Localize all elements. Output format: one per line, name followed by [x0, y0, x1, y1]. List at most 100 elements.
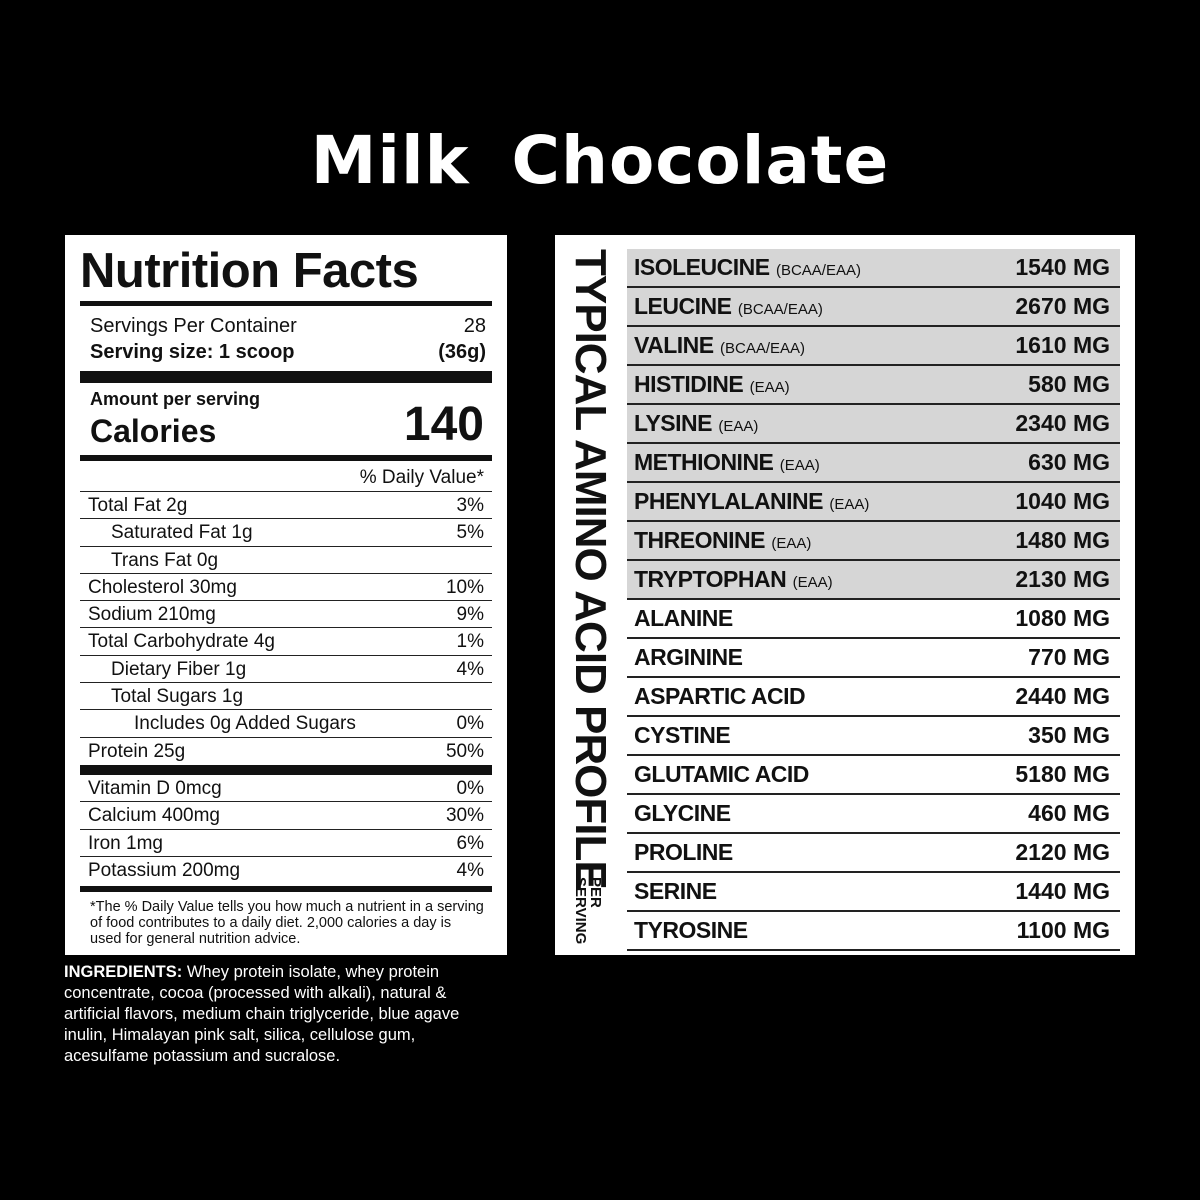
amino-row: ISOLEUCINE (BCAA/EAA) 1540 MG	[627, 249, 1120, 288]
amino-row: ALANINE 1080 MG	[627, 600, 1120, 639]
nutrient-label: Sodium 210mg	[88, 604, 216, 626]
nutrient-row: Total Fat 2g 3%	[80, 492, 492, 520]
amino-row: METHIONINE (EAA) 630 MG	[627, 444, 1120, 483]
servings-label: Servings Per Container	[90, 315, 297, 337]
vitamin-dv: 4%	[456, 859, 484, 881]
nutrient-label: Trans Fat 0g	[111, 549, 219, 571]
serving-size-value: (36g)	[438, 341, 486, 363]
ingredients-text: Whey protein isolate, whey protein conce…	[64, 963, 460, 1065]
nutrient-row: Total Carbohydrate 4g 1%	[80, 628, 492, 656]
amino-name: PROLINE	[634, 839, 733, 865]
flavor-title: Milk Chocolate	[310, 122, 890, 199]
vitamin-label: Potassium 200mg	[88, 859, 241, 881]
amino-row: TYROSINE 1100 MG	[627, 912, 1120, 951]
amino-row: ARGININE 770 MG	[627, 639, 1120, 678]
amino-value: 2120 MG	[1015, 839, 1110, 865]
amino-tag: (EAA)	[718, 418, 759, 435]
nutrient-dv: 50%	[445, 740, 484, 762]
nutrient-label: Includes 0g Added Sugars	[134, 713, 356, 735]
amino-name: GLUTAMIC ACID	[634, 761, 809, 787]
amino-name: HISTIDINE	[634, 371, 744, 397]
amino-title: TYPICAL AMINO ACID PROFILE	[566, 249, 615, 889]
nutrition-facts-panel: Nutrition Facts Servings Per Container 2…	[65, 235, 507, 955]
amino-name: ALANINE	[634, 605, 733, 631]
nutrient-dv: 9%	[456, 604, 484, 626]
nutrient-row: Cholesterol 30mg 10%	[80, 574, 492, 602]
amino-name: TYROSINE	[634, 917, 748, 943]
ingredients-label: INGREDIENTS:	[64, 963, 183, 981]
amino-value: 350 MG	[1028, 722, 1110, 748]
per-serving-label: PER SERVING	[572, 877, 604, 945]
nutrition-heading: Nutrition Facts	[80, 244, 419, 298]
vitamin-dv: 6%	[456, 832, 484, 854]
amino-table: ISOLEUCINE (BCAA/EAA) 1540 MG LEUCINE (BCA…	[627, 249, 1120, 951]
vitamin-dv: 30%	[445, 805, 484, 827]
vitamin-label: Vitamin D 0mcg	[88, 777, 222, 799]
vitamin-label: Iron 1mg	[88, 832, 163, 854]
amino-row: THREONINE (EAA) 1480 MG	[627, 522, 1120, 561]
vitamin-row: Vitamin D 0mcg 0%	[80, 775, 492, 803]
nutrient-row: Trans Fat 0g	[80, 547, 492, 574]
nutrient-dv: 1%	[456, 631, 484, 653]
amino-name: ASPARTIC ACID	[634, 683, 806, 709]
amino-value: 1100 MG	[1016, 917, 1110, 943]
amino-value: 1610 MG	[1015, 332, 1110, 358]
amino-value: 580 MG	[1028, 371, 1110, 397]
amino-value: 1440 MG	[1015, 878, 1110, 904]
servings-value: 28	[463, 315, 486, 337]
vitamin-row: Calcium 400mg 30%	[80, 802, 492, 830]
amino-name: ARGININE	[634, 644, 743, 670]
amino-row: PROLINE 2120 MG	[627, 834, 1120, 873]
ingredients: INGREDIENTS: Whey protein isolate, whey …	[64, 962, 504, 1067]
footnote: *The % Daily Value tells you how much a …	[90, 899, 484, 948]
amino-row: ASPARTIC ACID 2440 MG	[627, 678, 1120, 717]
amino-name: SERINE	[634, 878, 717, 904]
amino-value: 2340 MG	[1015, 410, 1110, 436]
amino-name: GLYCINE	[634, 800, 731, 826]
amino-value: 1540 MG	[1015, 254, 1110, 280]
amino-row: PHENYLALANINE (EAA) 1040 MG	[627, 483, 1120, 522]
amino-row: LEUCINE (BCAA/EAA) 2670 MG	[627, 288, 1120, 327]
amino-value: 5180 MG	[1015, 761, 1110, 787]
nutrient-row: Includes 0g Added Sugars 0%	[80, 710, 492, 738]
nutrient-label: Total Fat 2g	[88, 495, 188, 516]
amino-tag: (BCAA/EAA)	[737, 301, 823, 318]
amino-acid-panel: TYPICAL AMINO ACID PROFILE PER SERVING I…	[555, 235, 1135, 955]
nutrient-label: Saturated Fat 1g	[111, 522, 253, 544]
amino-row: VALINE (BCAA/EAA) 1610 MG	[627, 327, 1120, 366]
nutrient-row: Dietary Fiber 1g 4%	[80, 656, 492, 684]
amino-value: 770 MG	[1028, 644, 1110, 670]
amount-label: Amount per serving	[90, 389, 261, 409]
vitamin-row: Potassium 200mg 4%	[80, 857, 492, 884]
amino-tag: (BCAA/EAA)	[775, 262, 861, 279]
amino-name: TRYPTOPHAN	[634, 566, 787, 592]
serving-size-label: Serving size: 1 scoop	[90, 341, 295, 363]
nutrient-dv: 10%	[445, 576, 484, 598]
amino-tag: (BCAA/EAA)	[720, 340, 806, 357]
amino-value: 1080 MG	[1015, 605, 1110, 631]
nutrient-row: Sodium 210mg 9%	[80, 601, 492, 629]
amino-row: SERINE 1440 MG	[627, 873, 1120, 912]
amino-tag: (EAA)	[829, 496, 870, 513]
nutrient-row: Total Sugars 1g	[80, 683, 492, 711]
amino-value: 1040 MG	[1015, 488, 1110, 514]
amino-row: TRYPTOPHAN (EAA) 2130 MG	[627, 561, 1120, 600]
nutrient-dv: 5%	[456, 522, 484, 544]
amino-name: METHIONINE	[634, 449, 774, 475]
nutrient-label: Protein 25g	[88, 740, 186, 762]
daily-value-header: % Daily Value*	[80, 461, 492, 492]
amino-tag: (EAA)	[771, 535, 812, 552]
nutrient-dv: 4%	[456, 658, 484, 680]
vitamin-dv: 0%	[456, 777, 484, 799]
nutrient-dv: 3%	[456, 495, 484, 516]
amino-row: CYSTINE 350 MG	[627, 717, 1120, 756]
amino-name: ISOLEUCINE	[634, 254, 770, 280]
amino-name: LEUCINE	[634, 293, 732, 319]
amino-row: LYSINE (EAA) 2340 MG	[627, 405, 1120, 444]
amino-value: 630 MG	[1028, 449, 1110, 475]
nutrient-label: Total Sugars 1g	[111, 686, 244, 708]
amino-value: 2130 MG	[1015, 566, 1110, 592]
vitamin-label: Calcium 400mg	[88, 805, 220, 827]
amino-tag: (EAA)	[792, 574, 833, 591]
nutrient-label: Cholesterol 30mg	[88, 576, 237, 598]
